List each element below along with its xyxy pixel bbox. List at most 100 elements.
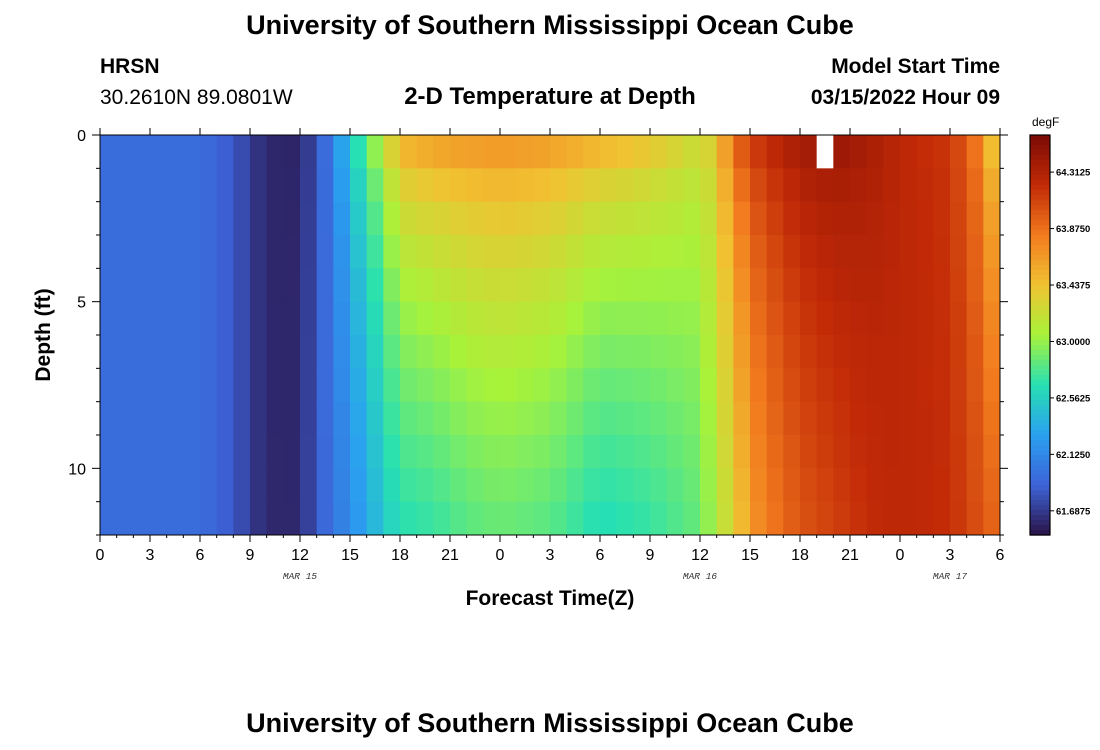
heatmap-cell (783, 468, 801, 503)
heatmap-cell (550, 201, 568, 236)
heatmap-cell (933, 168, 951, 203)
heatmap-cell (250, 501, 268, 536)
colorbar-swatch (1030, 440, 1050, 446)
heatmap-cell (216, 201, 234, 236)
heatmap-cell (816, 368, 834, 403)
colorbar-swatch (1030, 485, 1050, 491)
heatmap-cell (200, 501, 218, 536)
heatmap-cell (733, 235, 751, 269)
colorbar-label: 63.4375 (1056, 281, 1091, 292)
heatmap-cell (650, 335, 668, 369)
heatmap-cell (133, 135, 151, 169)
heatmap-cell (400, 301, 418, 336)
heatmap-cell (350, 301, 368, 336)
heatmap-cell (650, 435, 668, 469)
heatmap-cell (233, 301, 251, 336)
heatmap-cell (850, 468, 868, 503)
colorbar-swatch (1030, 515, 1050, 521)
heatmap-cell (550, 435, 568, 469)
heatmap-cell (466, 201, 484, 236)
heatmap-cell (433, 401, 451, 436)
heatmap-cell (350, 401, 368, 436)
colorbar-swatch (1030, 465, 1050, 471)
heatmap-cell (616, 235, 634, 269)
colorbar-swatch (1030, 500, 1050, 506)
heatmap-cell (766, 401, 784, 436)
colorbar-swatch (1030, 380, 1050, 386)
heatmap-cell (900, 235, 918, 269)
heatmap-cell (300, 168, 318, 203)
heatmap-cell (733, 501, 751, 536)
heatmap-cell (750, 468, 768, 503)
heatmap-cell (166, 268, 184, 303)
heatmap-cell (683, 135, 701, 169)
heatmap-cell (550, 235, 568, 269)
heatmap-cell (633, 368, 651, 403)
heatmap-cell (350, 335, 368, 369)
heatmap-cell (300, 235, 318, 269)
heatmap-cell (350, 201, 368, 236)
heatmap-cell (450, 168, 468, 203)
heatmap-cell (416, 501, 434, 536)
heatmap-cell (133, 201, 151, 236)
heatmap-cell (950, 168, 968, 203)
heatmap-cell (100, 501, 118, 536)
heatmap-cell (416, 268, 434, 303)
colorbar-swatch (1030, 145, 1050, 151)
heatmap-cell (566, 501, 584, 536)
heatmap-cell (900, 335, 918, 369)
colorbar-swatch (1030, 315, 1050, 321)
colorbar-swatch (1030, 355, 1050, 361)
heatmap-cell (583, 201, 601, 236)
heatmap-cell (150, 468, 168, 503)
colorbar-swatch (1030, 445, 1050, 451)
heatmap-cell (383, 435, 401, 469)
colorbar-swatch (1030, 220, 1050, 226)
heatmap-cell (550, 168, 568, 203)
heatmap-cell (200, 301, 218, 336)
heatmap-cell (300, 368, 318, 403)
heatmap-cell (683, 235, 701, 269)
heatmap-cell (416, 435, 434, 469)
heatmap-cell (150, 335, 168, 369)
heatmap-cell (300, 468, 318, 503)
date-label: MAR 15 (283, 571, 318, 582)
heatmap-cell (783, 401, 801, 436)
colorbar-swatch (1030, 205, 1050, 211)
heatmap-cell (516, 168, 534, 203)
heatmap-cell (883, 501, 901, 536)
heatmap-cell (150, 235, 168, 269)
heatmap-cell (133, 435, 151, 469)
heatmap-cell (950, 301, 968, 336)
heatmap-cell (850, 301, 868, 336)
heatmap-cell (133, 235, 151, 269)
heatmap-cell (600, 235, 618, 269)
chart-subtitle: 2-D Temperature at Depth (404, 83, 696, 110)
heatmap-cell (566, 368, 584, 403)
heatmap-cell (600, 201, 618, 236)
heatmap-cell (616, 301, 634, 336)
heatmap-cell (383, 368, 401, 403)
heatmap-cell (950, 501, 968, 536)
heatmap-cell (666, 235, 684, 269)
heatmap-cell (783, 135, 801, 169)
x-tick-label: 6 (196, 547, 205, 564)
heatmap-cell (716, 168, 734, 203)
colorbar-swatch (1030, 200, 1050, 206)
temperature-heatmap-chart: 0 3 6 9 12 15 18 21 0 3 6 9 12 15 18 21 0 3 6 MAR 15 MAR 16 M… (32, 115, 1091, 610)
heatmap-cell (316, 335, 334, 369)
heatmap-cell (683, 168, 701, 203)
heatmap-cell (816, 301, 834, 336)
heatmap-cell (516, 435, 534, 469)
heatmap-cell (766, 368, 784, 403)
heatmap-cell (483, 201, 501, 236)
heatmap-cell (233, 201, 251, 236)
heatmap-cell (650, 501, 668, 536)
heatmap-cell (866, 468, 884, 503)
heatmap-cell (800, 468, 818, 503)
heatmap-cell (250, 301, 268, 336)
colorbar-swatch (1030, 160, 1050, 166)
heatmap-cell (566, 268, 584, 303)
heatmap-cell (850, 401, 868, 436)
heatmap-cell (183, 401, 201, 436)
